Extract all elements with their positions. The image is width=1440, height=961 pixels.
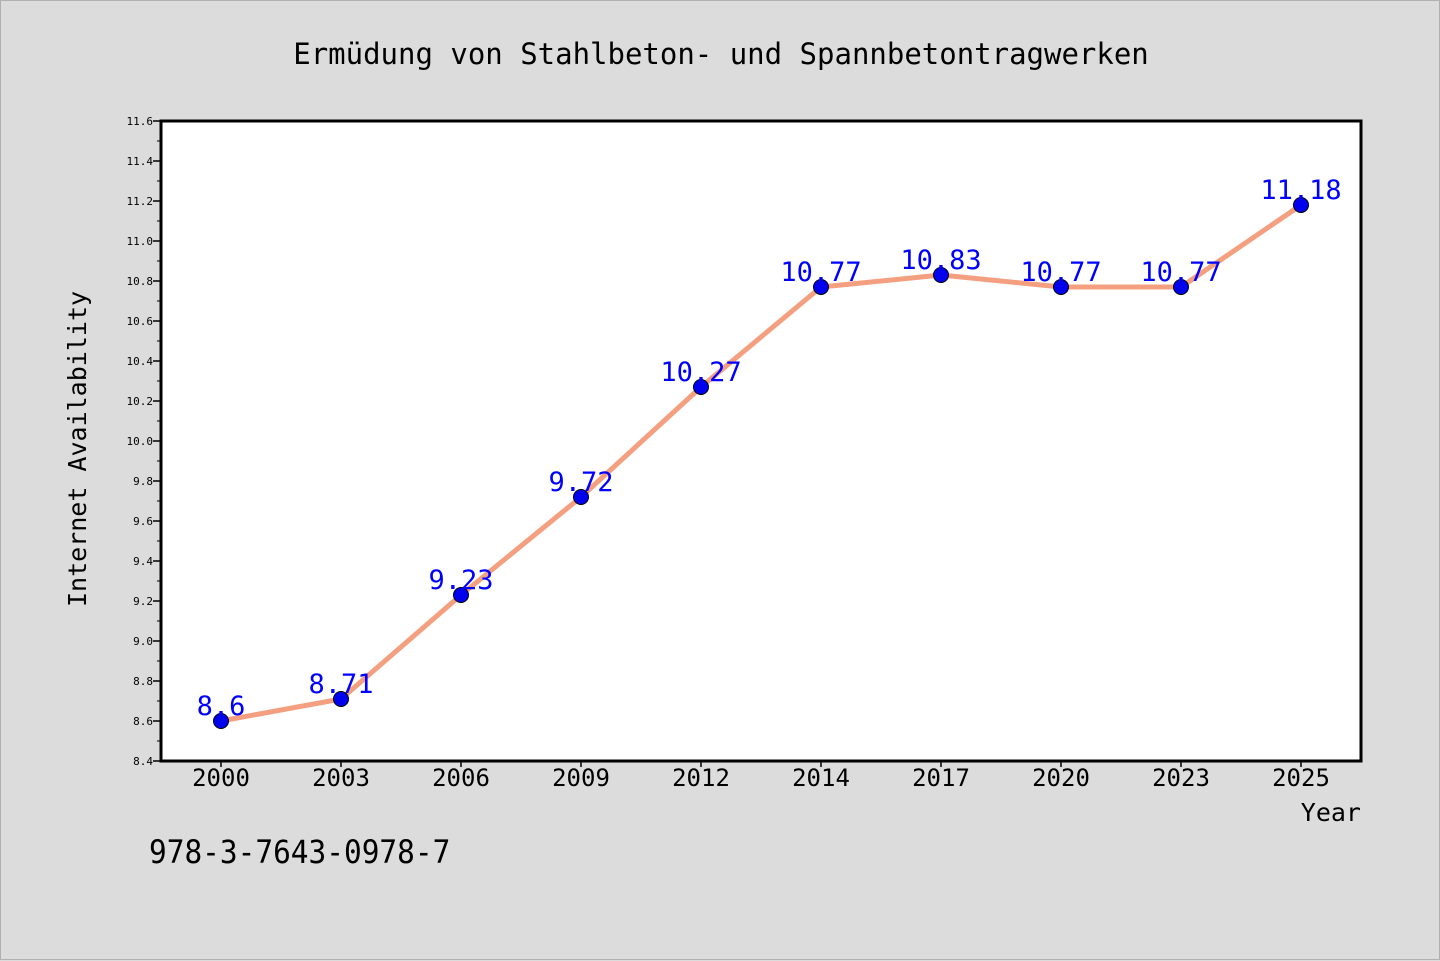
- x-tick-label: 2006: [432, 764, 490, 792]
- data-label: 10.77: [1020, 257, 1101, 288]
- series-line: [218, 202, 1304, 724]
- x-tick-label: 2012: [672, 764, 730, 792]
- y-tick-label: 10.2: [127, 395, 154, 408]
- data-point: [573, 489, 589, 505]
- x-tick-label: 2009: [552, 764, 610, 792]
- x-axis-ticks: 2000 2003 2006 2009 2012 2014 2017 2020 2023 2025: [192, 761, 1330, 792]
- data-label: 10.77: [1140, 257, 1221, 288]
- y-tick-label: 10.6: [127, 315, 154, 328]
- x-axis-label: Year: [1301, 798, 1361, 827]
- data-point: [333, 691, 349, 707]
- x-tick-label: 2017: [912, 764, 970, 792]
- data-label: 10.77: [780, 257, 861, 288]
- y-tick-label: 9.4: [133, 555, 153, 568]
- y-tick-label: 9.8: [133, 475, 153, 488]
- data-label: 11.18: [1260, 175, 1341, 206]
- y-tick-label: 8.4: [133, 755, 153, 768]
- x-tick-label: 2020: [1032, 764, 1090, 792]
- isbn-text: 978-3-7643-0978-7: [149, 833, 451, 871]
- x-tick-label: 2000: [192, 764, 250, 792]
- y-tick-label: 9.2: [133, 595, 153, 608]
- data-label: 10.83: [900, 245, 981, 276]
- data-point: [813, 279, 829, 295]
- y-tick-label: 8.6: [133, 715, 153, 728]
- y-tick-label: 9.0: [133, 635, 153, 648]
- y-axis-label: Internet Availability: [63, 291, 92, 607]
- x-tick-label: 2014: [792, 764, 850, 792]
- chart-title: Ermüdung von Stahlbeton- und Spannbetont…: [293, 37, 1149, 71]
- data-point: [453, 587, 469, 603]
- data-point: [1293, 197, 1309, 213]
- data-label: 8.71: [308, 669, 373, 700]
- data-point: [1053, 279, 1069, 295]
- data-point: [933, 267, 949, 283]
- series-layer: 8.6 8.71 9.23 9.72 10.27 10.77 10.83 10.77 10.77…: [197, 175, 1342, 729]
- y-tick-label: 8.8: [133, 675, 153, 688]
- data-point: [693, 379, 709, 395]
- y-axis-ticks: 8.4 8.6 8.8 9.0 9.2 9.4 9.6 9.8 10.0 10.2 10.4 10.6…: [127, 115, 161, 768]
- y-tick-label: 11.6: [127, 115, 154, 128]
- data-label: 9.72: [548, 467, 613, 498]
- data-label: 10.27: [660, 357, 741, 388]
- data-label: 8.6: [197, 691, 246, 722]
- y-tick-label: 11.0: [127, 235, 154, 248]
- x-tick-label: 2025: [1272, 764, 1330, 792]
- y-tick-label: 11.4: [127, 155, 154, 168]
- x-tick-label: 2003: [312, 764, 370, 792]
- x-tick-label: 2023: [1152, 764, 1210, 792]
- plot-area: [161, 121, 1361, 761]
- data-point: [1173, 279, 1189, 295]
- y-tick-label: 10.0: [127, 435, 154, 448]
- plot-frame: [159, 119, 1363, 763]
- y-tick-label: 10.8: [127, 275, 154, 288]
- data-label: 9.23: [428, 565, 493, 596]
- y-tick-label: 9.6: [133, 515, 153, 528]
- y-tick-label: 11.2: [127, 195, 154, 208]
- data-point: [213, 713, 229, 729]
- y-tick-label: 10.4: [127, 355, 154, 368]
